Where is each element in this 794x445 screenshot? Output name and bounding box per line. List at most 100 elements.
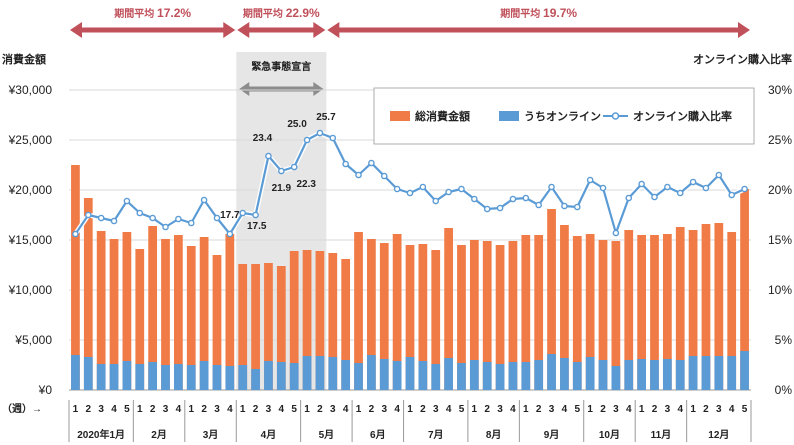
ratio-point [612, 229, 620, 237]
bar-total [457, 245, 466, 390]
ratio-point [483, 205, 491, 213]
week-label: 2 [536, 404, 542, 415]
bar-total [161, 239, 170, 390]
right-tick-label: 30% [768, 83, 792, 97]
bar-total [71, 165, 80, 390]
bar-total [199, 237, 209, 390]
bar-online [457, 363, 466, 390]
data-label: 23.4 [253, 133, 273, 144]
ratio-point [72, 230, 79, 238]
legend-swatch-online [499, 111, 519, 121]
ratio-point [149, 214, 156, 222]
month-label: 12月 [708, 429, 729, 441]
bar-total [341, 259, 351, 390]
bar-total [547, 209, 556, 390]
ratio-point [213, 214, 221, 222]
legend-marker-ratio [611, 112, 620, 120]
bar-total [611, 241, 621, 390]
bar-online [624, 360, 634, 390]
week-label: 2 [420, 404, 426, 415]
left-tick-label: ¥5,000 [14, 333, 52, 347]
period-arrow-left [70, 22, 82, 38]
left-tick-label: ¥25,000 [8, 133, 53, 147]
bar-total [431, 250, 441, 390]
bar-total [276, 266, 286, 390]
month-label: 9月 [544, 429, 560, 441]
week-label: 5 [124, 404, 130, 415]
ratio-point [728, 191, 735, 199]
bar-total [379, 243, 389, 390]
month-label: 3月 [203, 429, 219, 441]
ratio-point [239, 209, 247, 217]
period-arrow-left [327, 22, 340, 38]
right-tick-label: 15% [768, 233, 792, 247]
bar-online [534, 360, 544, 390]
ratio-point [651, 193, 658, 201]
ratio-point [162, 223, 169, 231]
period-arrow-left [237, 22, 250, 38]
bar-total [83, 198, 93, 390]
month-label: 6月 [370, 429, 386, 441]
bar-online [328, 357, 338, 390]
ratio-point [355, 171, 362, 179]
bar-online [611, 366, 621, 390]
bar-online [238, 365, 248, 390]
bar-online [675, 360, 685, 390]
left-tick-label: ¥30,000 [8, 83, 53, 97]
ratio-point [599, 184, 607, 192]
week-label: 4 [176, 404, 182, 415]
data-label: 25.0 [287, 119, 307, 130]
week-label: 1 [472, 404, 478, 415]
week-label: 4 [562, 404, 568, 415]
ratio-point [342, 160, 349, 168]
bar-total [135, 249, 145, 390]
bar-total [637, 235, 646, 390]
highlight-arrow-left [239, 82, 250, 96]
ratio-point [252, 211, 259, 219]
bar-online [714, 356, 724, 390]
ratio-point [97, 214, 105, 222]
bar-total [675, 227, 685, 390]
bar-online [572, 362, 582, 390]
highlight-arrow-right [313, 82, 324, 96]
ratio-point [380, 172, 388, 180]
bar-online [302, 356, 312, 390]
week-label: 5 [291, 404, 297, 415]
bar-total [701, 224, 711, 390]
ratio-point [406, 189, 414, 197]
ratio-point [741, 185, 748, 193]
week-label: 4 [227, 404, 233, 415]
bar-online [135, 364, 145, 390]
data-label: 17.7 [220, 210, 240, 221]
bar-online [598, 360, 608, 390]
bar-online [650, 360, 659, 390]
bar-total [688, 230, 698, 390]
bar-online [367, 355, 376, 390]
bar-total [650, 235, 659, 390]
week-label: 1 [240, 404, 246, 415]
bar-total [174, 235, 183, 390]
bar-total [482, 241, 492, 390]
left-axis-title: 消費金額 [2, 52, 46, 66]
bar-total [367, 239, 376, 390]
bar-online [482, 362, 492, 390]
week-label: 3 [549, 404, 555, 415]
week-label: 3 [163, 404, 169, 415]
week-label: 2 [253, 404, 259, 415]
bar-total [727, 232, 737, 390]
bar-online [276, 362, 286, 390]
ratio-point [175, 215, 182, 223]
legend-swatch-total [390, 111, 410, 121]
bar-online [161, 365, 170, 390]
left-tick-label: ¥15,000 [8, 233, 53, 247]
ratio-point [664, 183, 671, 191]
right-axis-title: オンライン購入比率 [693, 52, 792, 66]
ratio-point [419, 183, 427, 191]
legend-label-total: 総消費金額 [415, 109, 470, 123]
period-average-label: 期間平均 22.9% [243, 6, 320, 20]
week-label: 3 [381, 404, 387, 415]
bar-online [148, 362, 158, 390]
week-label: 2 [317, 404, 323, 415]
